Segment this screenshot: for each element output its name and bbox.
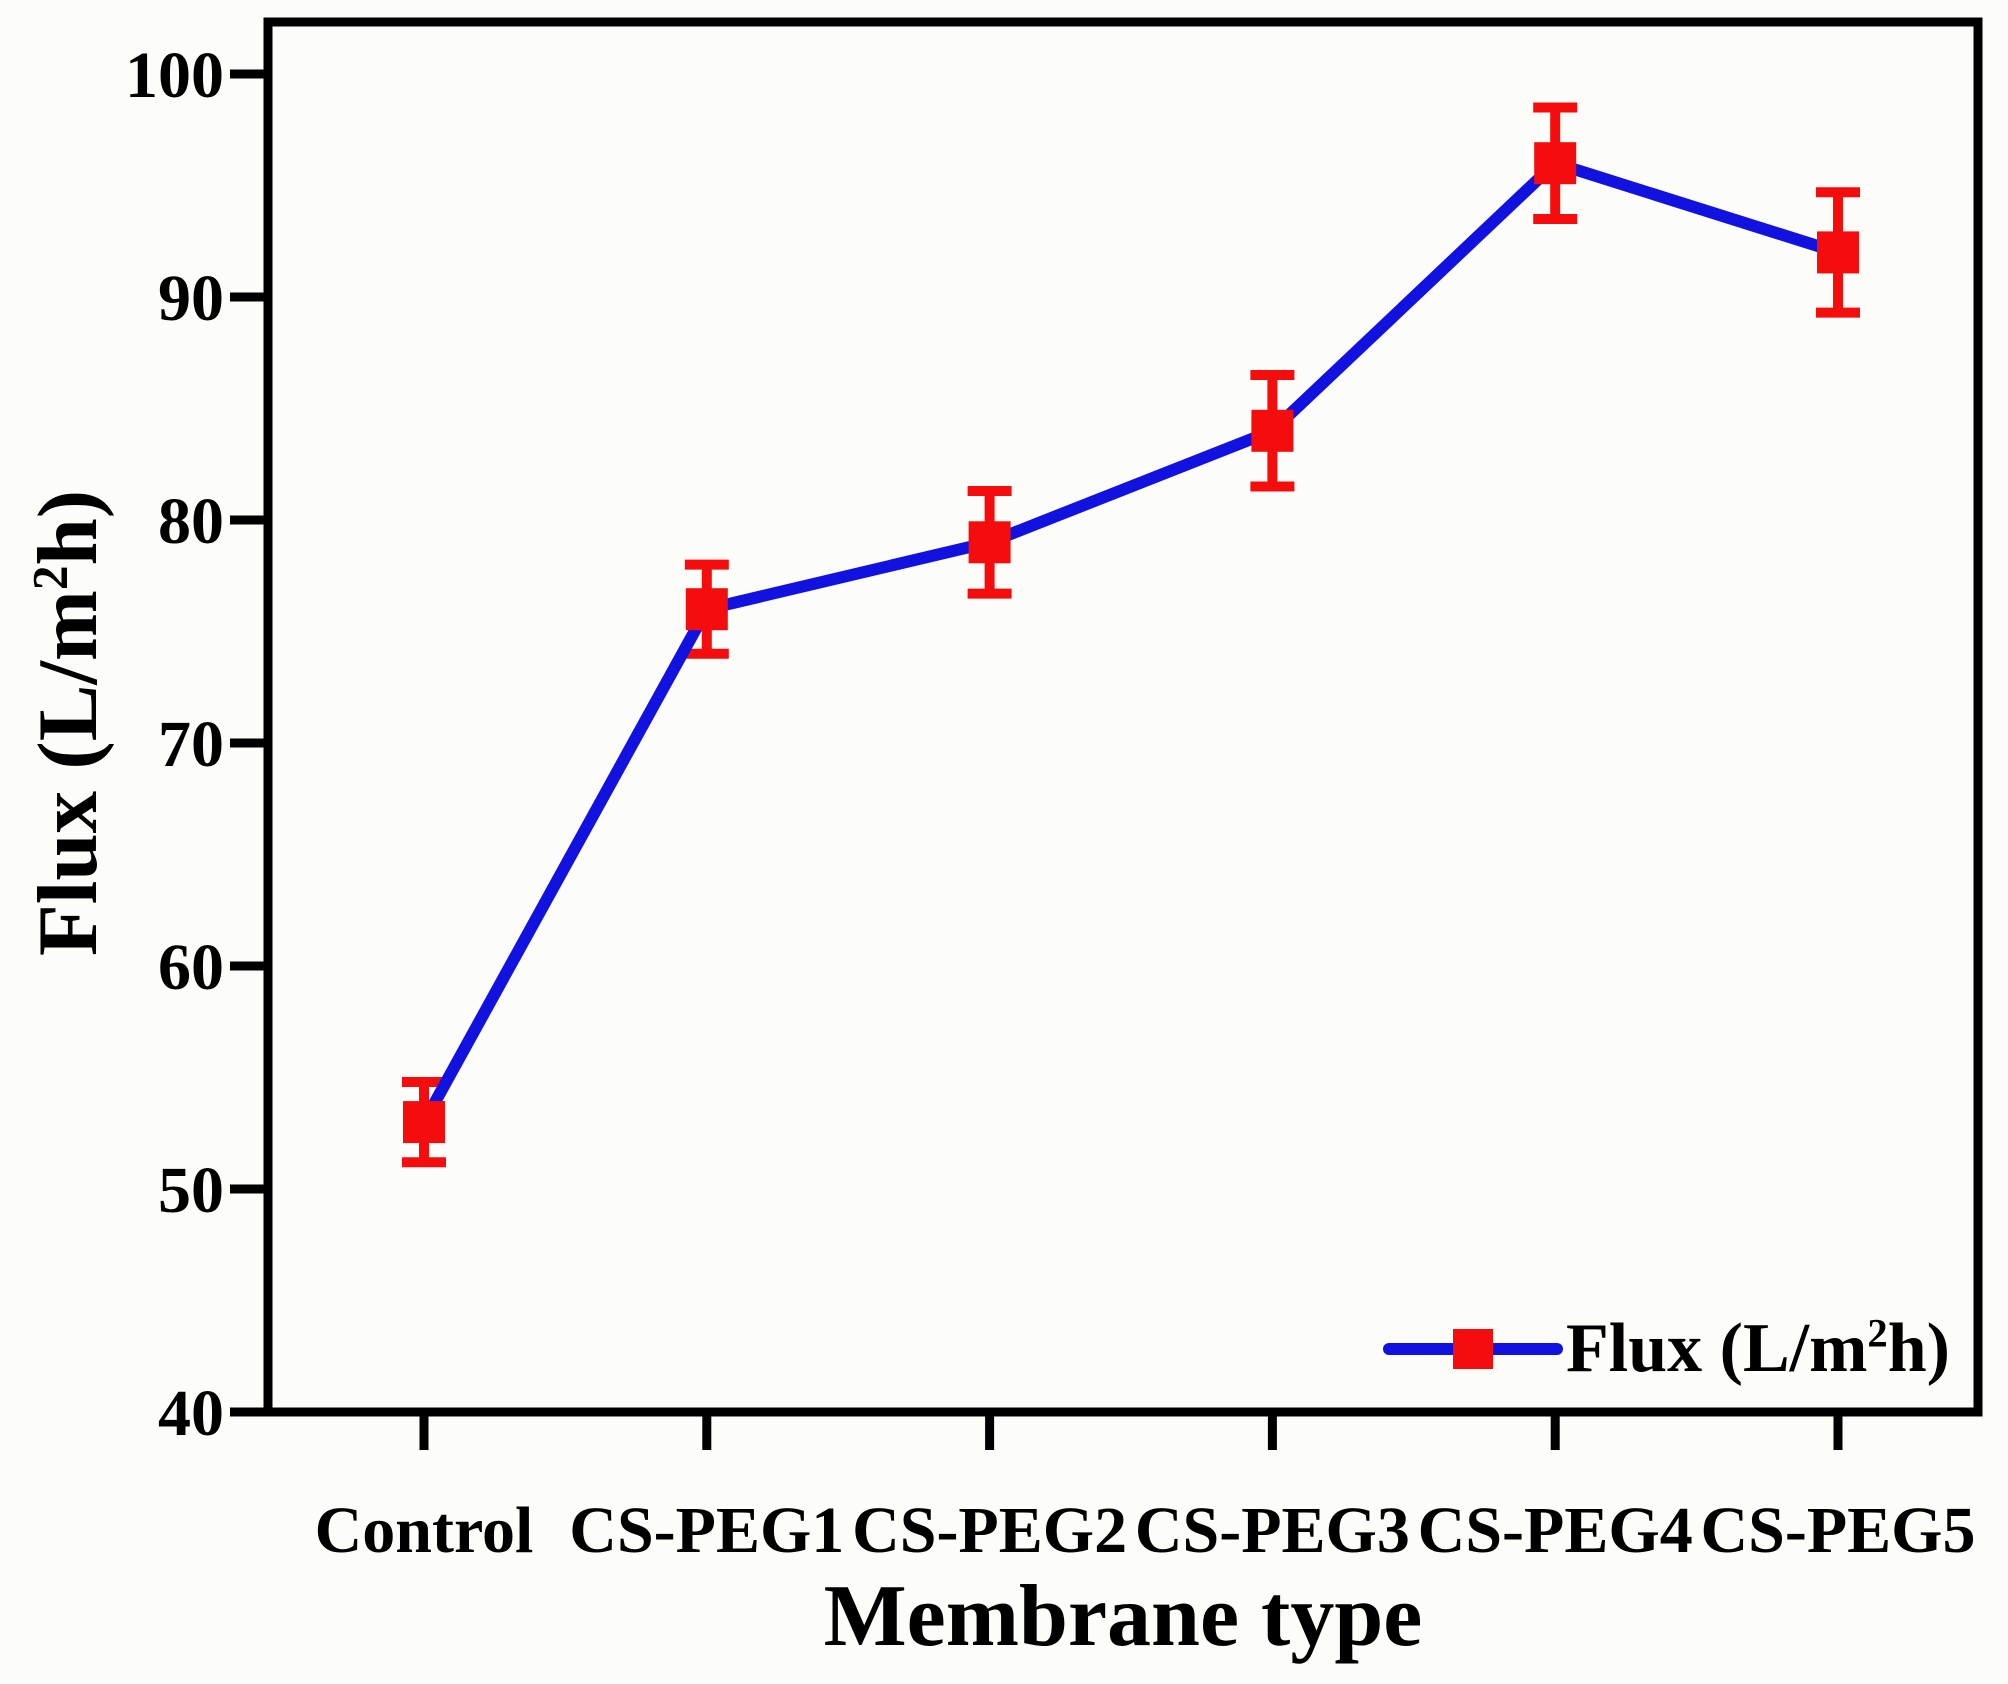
y-tick-label: 40: [158, 1377, 224, 1450]
data-point-marker: [968, 521, 1011, 564]
x-axis-title: Membrane type: [823, 1568, 1423, 1665]
y-tick-label: 80: [158, 485, 224, 558]
legend-label: Flux (L/m2h): [1566, 1309, 1950, 1389]
plot-frame: [263, 17, 1983, 1417]
data-point-marker: [1534, 142, 1577, 185]
y-tick-label: 60: [158, 931, 224, 1004]
x-tick-label: CS-PEG4: [1418, 1494, 1693, 1567]
legend-marker: [1453, 1329, 1493, 1369]
x-tick-label: CS-PEG5: [1700, 1494, 1975, 1567]
legend-label-superscript: 2: [1867, 1310, 1888, 1356]
legend-label-text: Flux (L/m: [1566, 1310, 1868, 1387]
data-point-marker: [1817, 231, 1859, 274]
data-point-marker: [1251, 409, 1294, 452]
x-tick-label: CS-PEG2: [852, 1494, 1127, 1567]
y-tick-label: 70: [158, 708, 224, 781]
series-line: [418, 157, 1844, 1129]
y-axis-title-text: Flux (L/m: [21, 590, 115, 957]
legend-label-text-end: h): [1887, 1310, 1950, 1387]
data-point-marker: [403, 1101, 445, 1144]
y-axis-title-text-end: h): [21, 489, 115, 566]
y-axis-title-superscript: 2: [22, 565, 78, 591]
y-tick-label: 90: [158, 262, 224, 335]
y-tick-label: 50: [158, 1154, 224, 1227]
x-tick-label: Control: [315, 1494, 534, 1567]
data-point-marker: [685, 588, 728, 631]
y-axis-title: Flux (L/m2h): [18, 273, 118, 1173]
y-tick-label: 100: [125, 39, 224, 112]
x-tick-label: CS-PEG1: [569, 1494, 844, 1567]
x-tick-label: CS-PEG3: [1135, 1494, 1410, 1567]
